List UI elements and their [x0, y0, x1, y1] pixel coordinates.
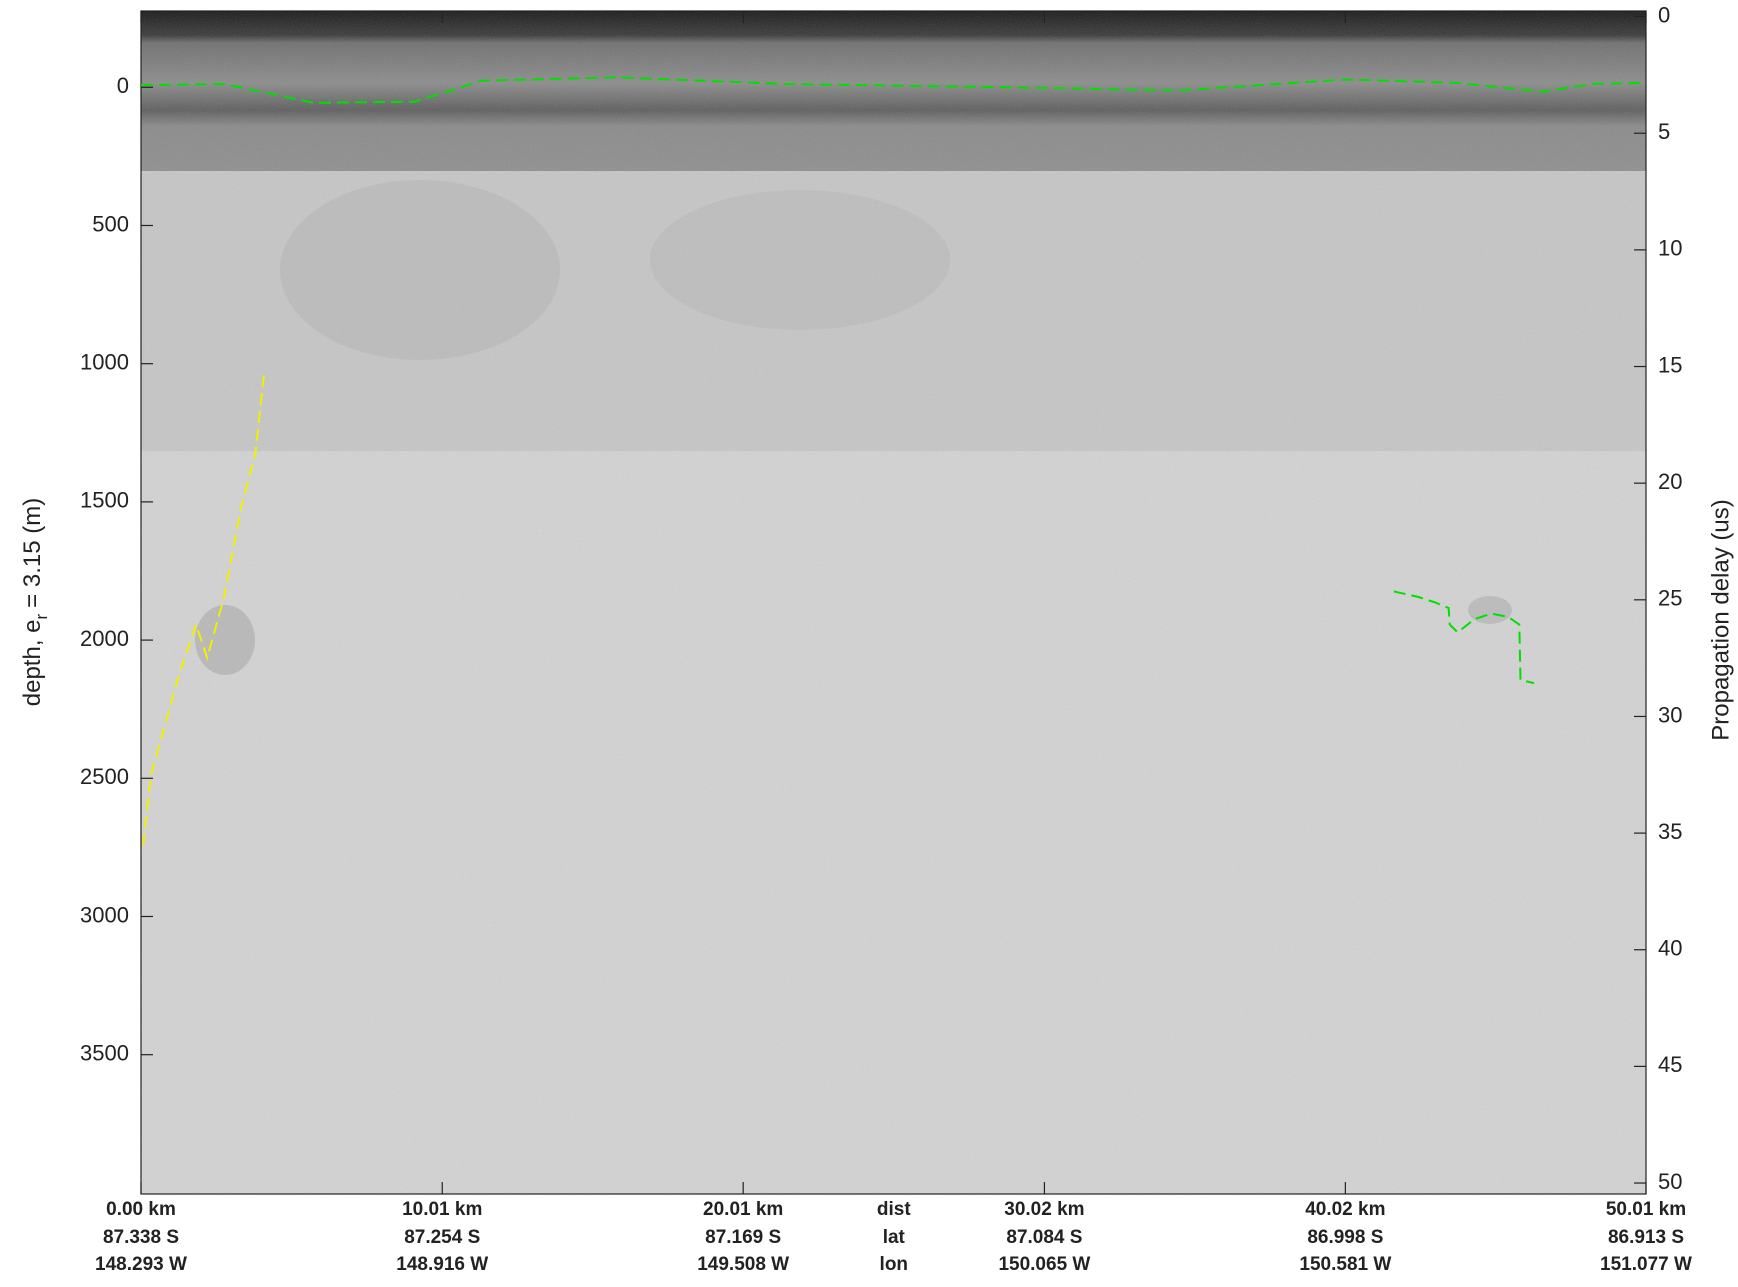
- y-tick-label: 1000: [80, 350, 129, 375]
- y-tick-label: 2000: [80, 626, 129, 651]
- lon-label: 149.508 W: [697, 1254, 789, 1275]
- y-label-sub: r: [32, 613, 51, 619]
- pick-line: [1393, 590, 1535, 685]
- lat-label: 86.913 S: [1608, 1227, 1684, 1248]
- x-tick-label: 40.02 km: [1305, 1199, 1385, 1220]
- y2-axis-label: Propagation delay (us): [1707, 499, 1734, 740]
- y2-tick-label: 15: [1658, 352, 1682, 377]
- y-tick-label: 1500: [80, 488, 129, 513]
- plot-frame: [140, 10, 1647, 1195]
- row-label: lon: [880, 1254, 909, 1275]
- row-label: dist: [877, 1199, 911, 1220]
- y-axis-label: depth, er = 3.15 (m): [19, 498, 51, 706]
- x-tick-label: 0.00 km: [106, 1199, 176, 1220]
- y2-tick-label: 0: [1658, 2, 1670, 27]
- y-label-main: depth, e: [19, 619, 46, 706]
- x-tick-label: 20.01 km: [703, 1199, 783, 1220]
- pick-line: [142, 370, 266, 846]
- lon-label: 151.077 W: [1600, 1254, 1692, 1275]
- y2-tick-label: 10: [1658, 236, 1682, 261]
- y-label-end: = 3.15 (m): [19, 498, 46, 608]
- x-tick-label: 50.01 km: [1606, 1199, 1686, 1220]
- y2-tick-label: 25: [1658, 586, 1682, 611]
- row-label: lat: [883, 1227, 906, 1248]
- x-tick-label: 10.01 km: [402, 1199, 482, 1220]
- y-tick-label: 500: [92, 211, 129, 236]
- y-tick-label: 3000: [80, 902, 129, 927]
- y-tick-label: 2500: [80, 764, 129, 789]
- y-tick-label: 3500: [80, 1041, 129, 1066]
- lat-label: 87.084 S: [1006, 1227, 1082, 1248]
- y2-tick-label: 45: [1658, 1052, 1682, 1077]
- y2-tick-label: 5: [1658, 119, 1670, 144]
- lon-label: 150.065 W: [998, 1254, 1090, 1275]
- lat-label: 87.254 S: [404, 1227, 480, 1248]
- lat-label: 86.998 S: [1307, 1227, 1383, 1248]
- y-tick-label: 0: [117, 73, 129, 98]
- echogram-image: [141, 11, 1646, 1194]
- y2-tick-label: 50: [1658, 1169, 1682, 1194]
- lon-label: 150.581 W: [1299, 1254, 1391, 1275]
- lon-label: 148.293 W: [95, 1254, 187, 1275]
- y2-tick-label: 20: [1658, 469, 1682, 494]
- y2-tick-label: 30: [1658, 702, 1682, 727]
- lat-label: 87.338 S: [103, 1227, 179, 1248]
- pick-line: [140, 76, 1647, 104]
- lat-label: 87.169 S: [705, 1227, 781, 1248]
- y2-tick-label: 35: [1658, 819, 1682, 844]
- x-tick-label: 30.02 km: [1004, 1199, 1084, 1220]
- y2-tick-label: 40: [1658, 936, 1682, 961]
- lon-label: 148.916 W: [396, 1254, 488, 1275]
